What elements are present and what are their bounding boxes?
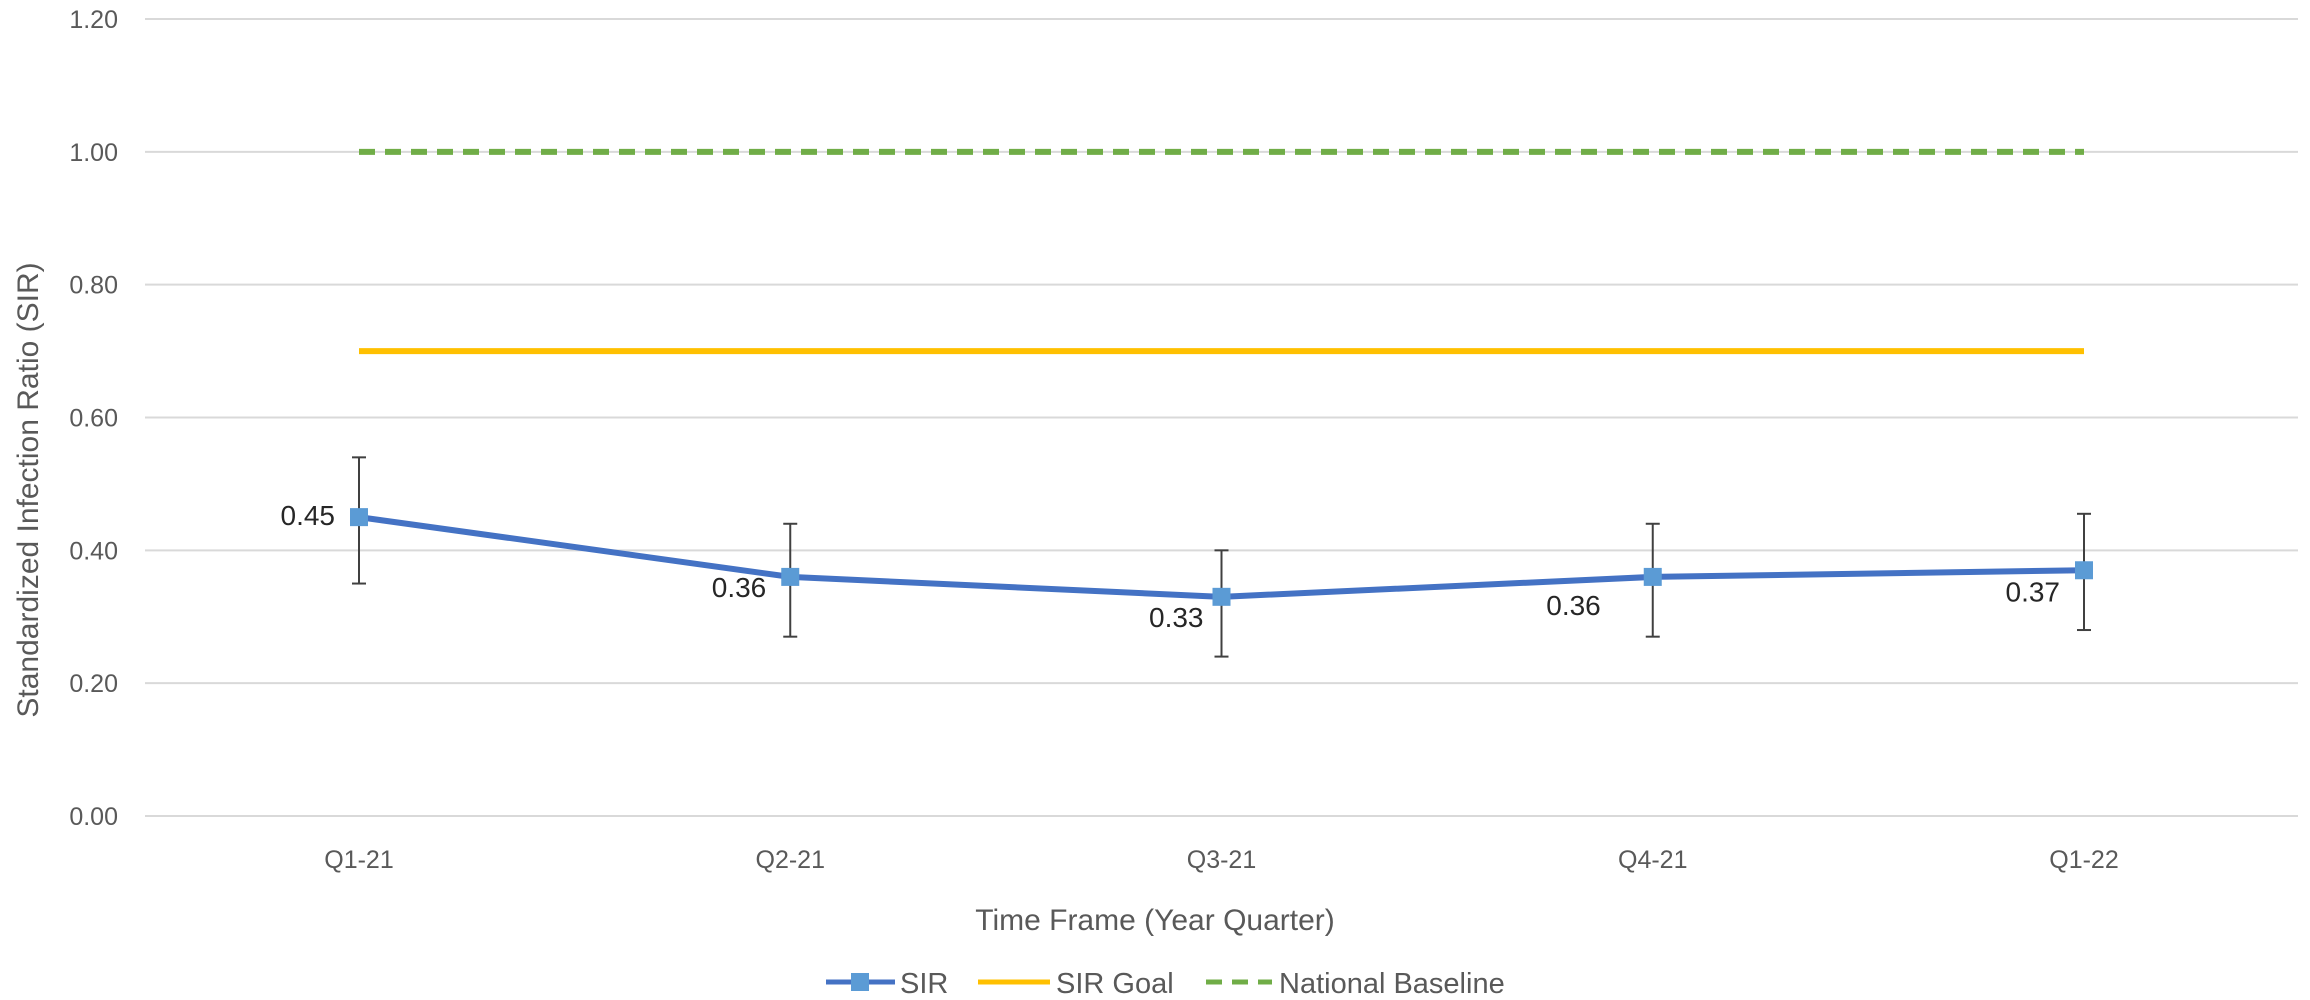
legend: SIR SIR Goal National Baseline	[826, 968, 1505, 1000]
x-tick-label-q1-22: Q1-22	[2049, 846, 2118, 874]
legend-item-sir[interactable]: SIR	[826, 968, 948, 1000]
legend-item-national-baseline[interactable]: National Baseline	[1206, 968, 1505, 1000]
sir-marker-3	[1643, 567, 1662, 586]
sir-marker-1	[781, 567, 800, 586]
y-tick-label-0: 0.00	[69, 803, 118, 831]
legend-item-sir-goal[interactable]: SIR Goal	[978, 968, 1174, 1000]
x-axis-ticks: Q1-21 Q2-21 Q3-21 Q4-21 Q1-22	[324, 846, 2118, 874]
y-tick-label-6: 1.20	[69, 6, 118, 34]
legend-label-national-baseline: National Baseline	[1279, 968, 1505, 1000]
x-tick-label-q2-21: Q2-21	[756, 846, 825, 874]
sir-marker-4	[2075, 561, 2093, 580]
sir-data-label-4: 0.37	[2006, 576, 2061, 607]
y-tick-label-1: 0.20	[69, 670, 118, 698]
legend-label-sir-goal: SIR Goal	[1056, 968, 1174, 1000]
error-bars	[352, 456, 2091, 658]
data-markers	[350, 508, 2093, 606]
y-tick-label-3: 0.60	[69, 405, 118, 433]
sir-data-label-1: 0.36	[712, 572, 767, 603]
legend-label-sir: SIR	[900, 968, 948, 1000]
y-axis-title: Standardized Infection Ratio (SIR)	[12, 262, 45, 717]
x-tick-label-q4-21: Q4-21	[1618, 846, 1687, 874]
sir-data-label-0: 0.45	[281, 500, 336, 531]
y-tick-label-4: 0.80	[69, 272, 118, 300]
sir-data-label-3: 0.36	[1546, 590, 1601, 621]
x-tick-label-q1-21: Q1-21	[324, 846, 393, 874]
y-axis-ticks: 0.00 0.20 0.40 0.60 0.80 1.00 1.20	[69, 6, 118, 831]
sir-marker-0	[350, 508, 368, 527]
series-lines	[358, 148, 2085, 600]
y-tick-label-2: 0.40	[69, 537, 118, 565]
gridlines	[145, 18, 2298, 817]
x-axis-title: Time Frame (Year Quarter)	[975, 904, 1335, 937]
x-tick-label-q3-21: Q3-21	[1187, 846, 1256, 874]
data-labels: 0.45 0.36 0.33 0.36 0.37	[281, 500, 2061, 633]
y-tick-label-5: 1.00	[69, 139, 118, 167]
sir-marker-2	[1212, 587, 1231, 606]
sir-data-label-2: 0.33	[1149, 602, 1204, 633]
legend-marker-sir	[851, 973, 869, 991]
